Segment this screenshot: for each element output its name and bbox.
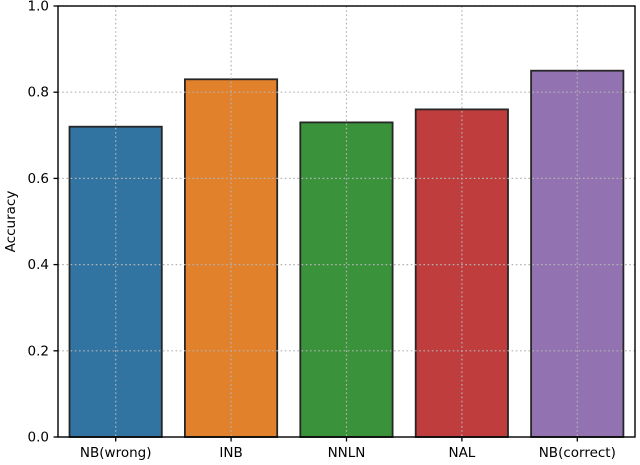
x-tick-label: INB [219, 445, 242, 461]
y-axis-label: Accuracy [3, 191, 19, 253]
y-tick-label: 0.0 [28, 430, 49, 446]
bar-NB(wrong) [68, 125, 163, 438]
bar-NAL [414, 108, 509, 438]
y-tick-label: 0.4 [28, 257, 49, 273]
x-tick-label: NB(correct) [539, 445, 616, 461]
y-tick-label: 1.0 [28, 0, 49, 15]
x-tick-label: NAL [448, 445, 475, 461]
y-tick-label: 0.2 [28, 343, 49, 359]
x-tick-label: NNLN [328, 445, 366, 461]
y-tick-label: 0.6 [28, 171, 49, 187]
x-tick-label: NB(wrong) [80, 445, 152, 461]
y-tick-label: 0.8 [28, 85, 49, 101]
